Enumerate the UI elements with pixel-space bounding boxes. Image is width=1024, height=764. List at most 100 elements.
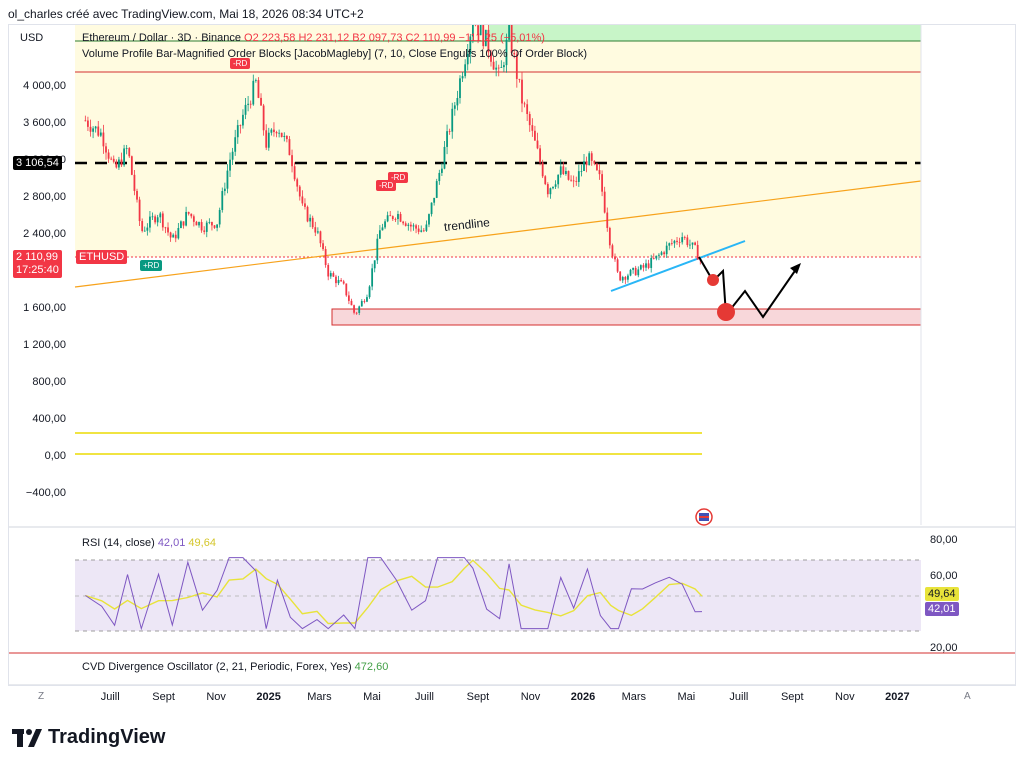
time-axis-label: 2027	[885, 691, 910, 703]
candle-body	[198, 222, 200, 226]
rsi-band	[75, 560, 921, 631]
candle-body	[663, 252, 666, 255]
candle-body	[482, 25, 485, 47]
candle-body	[433, 197, 436, 203]
candle-body	[97, 126, 100, 136]
candle-body	[536, 140, 539, 149]
target-marker-large	[717, 303, 735, 321]
header-caption: ol_charles créé avec TradingView.com, Ma…	[8, 7, 364, 21]
auto-scale-button[interactable]: A	[964, 691, 971, 702]
candle-body	[185, 211, 188, 226]
candle-body	[624, 277, 627, 280]
candle-body	[182, 221, 185, 226]
candle-body	[270, 129, 273, 133]
time-axis-label: Juill	[100, 691, 120, 703]
candle-body	[360, 301, 363, 307]
currency-label[interactable]: USD	[16, 30, 48, 46]
candle-body	[130, 156, 133, 175]
time-axis-label: Mai	[677, 691, 696, 703]
candle-body	[84, 120, 87, 122]
candle-body	[650, 257, 653, 268]
rsi-value: 42,01	[157, 537, 186, 549]
candle-body	[283, 135, 286, 137]
candle-body	[492, 61, 495, 70]
candle-body	[110, 158, 113, 160]
candle-body	[146, 227, 149, 231]
candle-body	[358, 306, 361, 313]
symbol-name[interactable]: Ethereum / Dollar · 3D · Binance	[82, 32, 241, 44]
candle-body	[285, 135, 288, 140]
price-axis-label: −400,00	[25, 487, 66, 499]
candle-body	[479, 25, 482, 36]
candle-body	[425, 224, 428, 231]
candle-body	[407, 224, 410, 226]
candle-body	[244, 104, 247, 115]
main-chart-canvas[interactable]	[9, 25, 1015, 685]
candle-body	[273, 129, 275, 133]
candle-body	[296, 179, 299, 187]
legend-row-1: Ethereum / Dollar · 3D · Binance O2 223,…	[82, 32, 545, 44]
candle-body	[627, 275, 629, 280]
time-axis-label: Mai	[363, 691, 381, 703]
candle-body	[634, 267, 637, 276]
candle-body	[673, 240, 676, 244]
candle-body	[161, 213, 164, 228]
candle-body	[340, 280, 343, 282]
candle-body	[453, 105, 456, 109]
candle-body	[590, 153, 593, 161]
candle-body	[611, 245, 614, 257]
candle-body	[384, 221, 386, 228]
candle-body	[177, 228, 180, 239]
candle-body	[187, 211, 190, 214]
candle-body	[257, 80, 260, 98]
candle-body	[461, 76, 464, 79]
candle-body	[154, 216, 156, 223]
candle-body	[92, 128, 94, 132]
candle-body	[399, 214, 402, 222]
candle-body	[218, 209, 221, 225]
candle-body	[254, 80, 257, 81]
candle-body	[371, 268, 374, 287]
price-axis-label: 4 000,00	[23, 80, 66, 92]
cvd-label[interactable]: CVD Divergence Oscillator (2, 21, Period…	[82, 661, 352, 673]
candle-body	[588, 153, 591, 166]
candle-body	[208, 222, 211, 223]
candle-body	[577, 171, 580, 182]
candle-body	[363, 301, 366, 302]
candle-body	[249, 103, 252, 105]
candle-body	[632, 267, 634, 270]
candle-body	[676, 240, 678, 242]
candle-body	[565, 171, 567, 175]
candle-body	[265, 130, 268, 148]
candle-body	[301, 196, 304, 204]
candle-body	[376, 238, 379, 261]
current-price-value: 2 110,99	[16, 251, 59, 263]
candle-body	[102, 132, 105, 147]
timezone-button[interactable]: Z	[38, 691, 45, 702]
candle-body	[226, 170, 229, 189]
time-axis-label: Nov	[835, 691, 855, 703]
candle-body	[495, 67, 498, 70]
candle-body	[539, 148, 541, 163]
candle-body	[335, 276, 337, 284]
candle-body	[216, 224, 219, 228]
candle-body	[647, 263, 650, 268]
time-axis-label: Juill	[415, 691, 435, 703]
candle-body	[195, 221, 198, 226]
candle-body	[280, 132, 283, 137]
candle-series	[84, 25, 702, 316]
candle-body	[570, 179, 572, 181]
candle-body	[518, 78, 521, 80]
candle-body	[678, 241, 681, 243]
candle-body	[151, 216, 154, 218]
candle-body	[665, 245, 668, 255]
candle-body	[686, 237, 689, 246]
candle-body	[652, 257, 655, 259]
candle-body	[639, 265, 642, 270]
candle-body	[409, 224, 412, 227]
candle-body	[355, 312, 358, 314]
candle-body	[487, 29, 490, 53]
candle-body	[337, 280, 340, 284]
indicator-label[interactable]: Volume Profile Bar-Magnified Order Block…	[82, 48, 588, 60]
rsi-label[interactable]: RSI (14, close)	[82, 537, 155, 549]
